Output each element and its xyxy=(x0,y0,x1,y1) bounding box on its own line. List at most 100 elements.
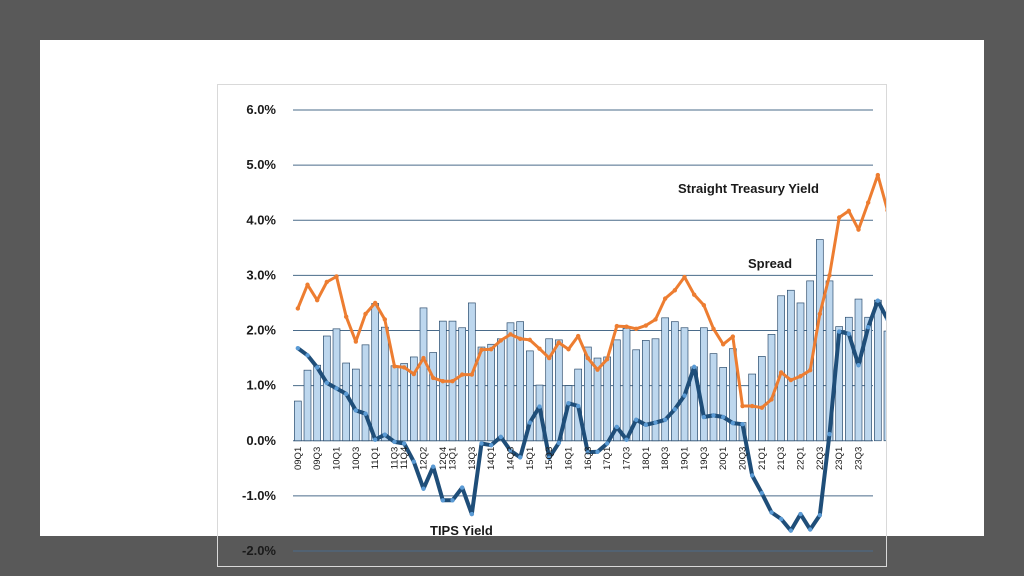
tips-point xyxy=(498,434,504,440)
x-tick-label: 11Q4 xyxy=(399,447,410,470)
treasury-point xyxy=(633,326,639,332)
spread-bar xyxy=(410,356,418,442)
tips-point xyxy=(662,417,668,423)
spread-bar xyxy=(796,302,805,442)
tips-point xyxy=(392,439,397,445)
spread-bars xyxy=(294,239,886,442)
treasury-point xyxy=(566,347,571,352)
treasury-point xyxy=(595,367,600,372)
y-axis-ticks: 6.0% 5.0% 4.0% 3.0% 2.0% 1.0% 0.0% -1.0% -2.0% xyxy=(242,102,276,558)
spread-bar xyxy=(458,327,466,442)
tips-point xyxy=(546,455,552,461)
tips-point xyxy=(778,516,784,522)
spread-bar xyxy=(371,303,379,442)
tips-point xyxy=(295,345,301,351)
treasury-point xyxy=(382,317,388,322)
x-tick-label: 23Q1 xyxy=(834,447,845,470)
spread-bar xyxy=(758,356,766,442)
treasury-point xyxy=(450,379,455,384)
spread-bar xyxy=(719,367,727,442)
x-tick-label: 12Q2 xyxy=(419,447,430,470)
treasury-point xyxy=(691,292,697,297)
x-tick-label: 19Q3 xyxy=(699,447,710,470)
spread-bar xyxy=(622,327,631,442)
treasury-point xyxy=(556,340,562,345)
x-tick-label: 15Q1 xyxy=(525,447,536,470)
tips-point xyxy=(469,511,475,517)
y-tick-label: 2.0% xyxy=(246,323,276,338)
treasury-point xyxy=(653,317,658,322)
treasury-point xyxy=(440,379,446,384)
treasury-point xyxy=(401,365,407,370)
tips-point xyxy=(885,317,886,322)
treasury-point xyxy=(324,279,330,285)
spread-bar xyxy=(506,322,515,442)
tips-point xyxy=(566,401,571,406)
tips-point xyxy=(730,420,736,426)
tips-point xyxy=(672,407,678,412)
tips-point xyxy=(749,473,755,478)
x-tick-label: 09Q1 xyxy=(293,447,304,470)
x-tick-label: 09Q3 xyxy=(312,447,323,470)
tips-point xyxy=(759,490,765,496)
tips-point xyxy=(353,408,359,413)
spread-bar xyxy=(709,353,718,442)
x-tick-label: 11Q1 xyxy=(370,447,381,470)
treasury-point xyxy=(682,274,687,280)
treasury-point xyxy=(875,172,881,178)
spread-bar xyxy=(806,280,814,442)
y-tick-label: -1.0% xyxy=(242,488,276,503)
x-tick-label: 17Q1 xyxy=(602,447,613,470)
x-tick-label: 10Q3 xyxy=(351,447,362,470)
treasury-point xyxy=(527,337,533,343)
tips-point xyxy=(585,450,591,455)
tips-point xyxy=(343,391,349,397)
treasury-point xyxy=(363,311,368,317)
spread-bar xyxy=(613,339,621,442)
tips-point xyxy=(508,448,513,453)
spread-bar xyxy=(883,330,886,442)
spread-bar xyxy=(313,364,321,442)
x-tick-label: 22Q1 xyxy=(796,447,807,470)
tips-point xyxy=(798,511,803,517)
combo-chart: 6.0% 5.0% 4.0% 3.0% 2.0% 1.0% 0.0% -1.0% -2.0% 0… xyxy=(242,102,886,558)
tips-point xyxy=(556,440,562,446)
tips-point xyxy=(836,329,842,334)
treasury-point xyxy=(498,338,504,343)
treasury-point xyxy=(575,333,581,339)
tips-point xyxy=(633,417,639,423)
spread-bar xyxy=(864,316,872,442)
tips-point xyxy=(459,485,465,490)
treasury-point xyxy=(711,326,716,332)
spread-bar xyxy=(429,352,437,442)
tips-point xyxy=(595,449,600,454)
spread-bar xyxy=(294,400,302,442)
treasury-point xyxy=(730,334,736,339)
tips-point xyxy=(488,442,494,448)
tips-point xyxy=(817,512,823,518)
annotation-spread: Spread xyxy=(748,256,792,271)
spread-bar xyxy=(361,344,370,442)
x-tick-label: 20Q3 xyxy=(738,447,749,470)
tips-point xyxy=(682,393,687,398)
treasury-point xyxy=(430,375,436,381)
treasury-point xyxy=(662,296,668,301)
tips-point xyxy=(537,404,542,409)
spread-bar xyxy=(477,346,486,442)
tips-point xyxy=(382,432,388,437)
tips-point xyxy=(856,363,861,368)
spread-bar xyxy=(323,335,331,442)
tips-point xyxy=(575,403,581,409)
spread-bar xyxy=(661,317,669,442)
treasury-point xyxy=(343,314,349,319)
spread-bar xyxy=(516,321,524,442)
treasury-point xyxy=(469,372,475,377)
x-tick-label: 13Q3 xyxy=(467,447,478,470)
tips-point xyxy=(711,413,716,418)
treasury-point xyxy=(614,323,620,329)
tips-point xyxy=(314,365,320,370)
treasury-point xyxy=(643,323,649,328)
treasury-point xyxy=(798,374,803,379)
treasury-point xyxy=(604,356,610,362)
